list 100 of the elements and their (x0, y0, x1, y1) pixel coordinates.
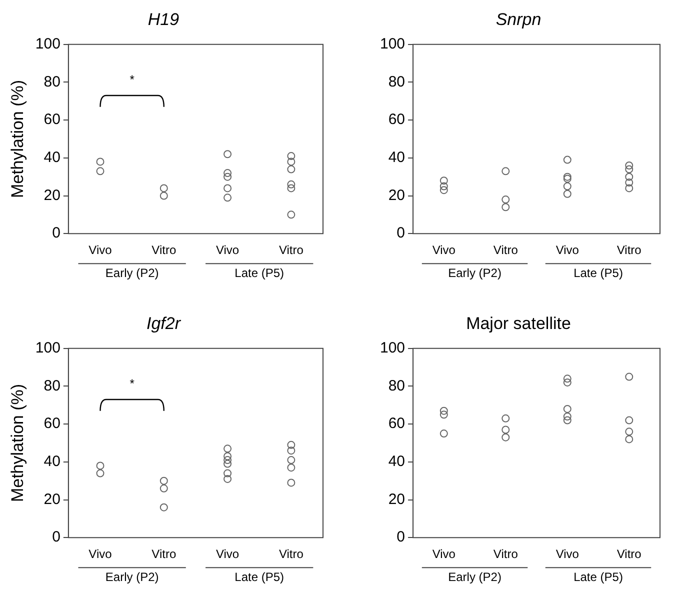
y-tick-label: 20 (388, 490, 406, 508)
point (160, 476, 168, 485)
point (625, 178, 634, 187)
point (224, 169, 232, 178)
chart-title: H19 (148, 10, 180, 29)
text: Late (P5) (574, 570, 623, 584)
text: Early (P2) (448, 266, 502, 280)
y-tick-label: 80 (388, 73, 406, 90)
point (287, 184, 296, 192)
point (224, 474, 232, 483)
x-tick-label: Vitro (278, 243, 304, 258)
point (224, 184, 232, 192)
y-tick-label: 20 (44, 490, 60, 508)
chart-title: Snrpn (496, 10, 542, 29)
point (563, 404, 572, 413)
point (224, 444, 232, 453)
annotation: * (130, 376, 135, 391)
x-tick-label: Vivo (216, 243, 240, 258)
point (502, 426, 510, 434)
point (625, 428, 634, 436)
y-tick-label: 0 (52, 224, 60, 242)
point (160, 484, 168, 492)
point (287, 210, 296, 219)
x-tick-label: Vivo (88, 243, 112, 258)
x-tick-label: Vitro (152, 547, 176, 562)
point (502, 433, 510, 442)
point (287, 440, 296, 449)
x-tick-label: Vitro (616, 243, 642, 258)
point (625, 161, 634, 170)
y-tick-label: 100 (35, 36, 60, 53)
point (625, 372, 634, 381)
chart-title: Igf2r (146, 314, 182, 333)
point (625, 416, 634, 424)
point (563, 182, 572, 190)
y-tick-label: 20 (388, 186, 406, 204)
point (625, 165, 634, 174)
chart-title: Major satellite (466, 314, 571, 333)
text: Late (P5) (234, 266, 284, 280)
point (96, 462, 104, 470)
point (224, 150, 232, 158)
y-tick-label: 0 (396, 224, 406, 242)
point (563, 416, 572, 424)
y-axis-title: Methylation (%) (8, 384, 27, 502)
x-tick-label: Vivo (216, 547, 240, 562)
text: Early (P2) (105, 266, 159, 280)
y-tick-label: 60 (44, 415, 60, 432)
point (563, 378, 572, 386)
point (287, 165, 296, 174)
point (224, 469, 232, 478)
x-tick-label: Vitro (152, 243, 176, 258)
x-tick-label: Vivo (88, 547, 112, 562)
point (160, 192, 168, 200)
y-tick-label: 80 (44, 377, 60, 394)
point (287, 152, 296, 160)
x-tick-label: Vitro (493, 243, 518, 258)
point (625, 184, 634, 192)
point (287, 158, 296, 166)
text: Early (P2) (448, 570, 502, 584)
point (287, 446, 296, 455)
annotation: * (130, 72, 135, 87)
point (563, 174, 572, 183)
y-tick-label: 20 (44, 186, 60, 204)
y-tick-label: 0 (52, 528, 60, 546)
point (502, 414, 510, 422)
text: Late (P5) (234, 570, 284, 584)
point (502, 167, 510, 176)
x-tick-label: Vitro (278, 547, 304, 562)
y-tick-label: 100 (35, 340, 60, 357)
point (625, 172, 634, 181)
y-tick-label: 100 (380, 340, 406, 357)
point (287, 464, 296, 472)
point (440, 410, 448, 419)
point (563, 374, 572, 383)
y-axis-title: Methylation (%) (8, 80, 27, 198)
point (287, 180, 296, 188)
x-tick-label: Vitro (616, 547, 642, 562)
point (563, 412, 572, 421)
text: Late (P5) (574, 266, 623, 280)
x-tick-label: Vivo (432, 547, 456, 562)
point (287, 478, 296, 487)
point (502, 203, 510, 212)
point (625, 435, 634, 444)
x-tick-label: Vivo (556, 243, 580, 258)
y-tick-label: 60 (388, 415, 406, 432)
point (287, 456, 296, 464)
y-tick-label: 80 (388, 377, 406, 394)
x-tick-label: Vivo (556, 547, 580, 562)
point (96, 158, 104, 166)
text: Early (P2) (105, 570, 159, 584)
point (160, 184, 168, 192)
point (440, 186, 448, 194)
x-tick-label: Vivo (432, 243, 456, 258)
y-tick-label: 60 (388, 111, 406, 128)
point (224, 456, 232, 464)
point (96, 469, 104, 478)
point (563, 172, 572, 181)
point (502, 196, 510, 204)
y-tick-label: 40 (388, 453, 406, 470)
y-tick-label: 80 (44, 73, 60, 90)
point (224, 194, 232, 202)
